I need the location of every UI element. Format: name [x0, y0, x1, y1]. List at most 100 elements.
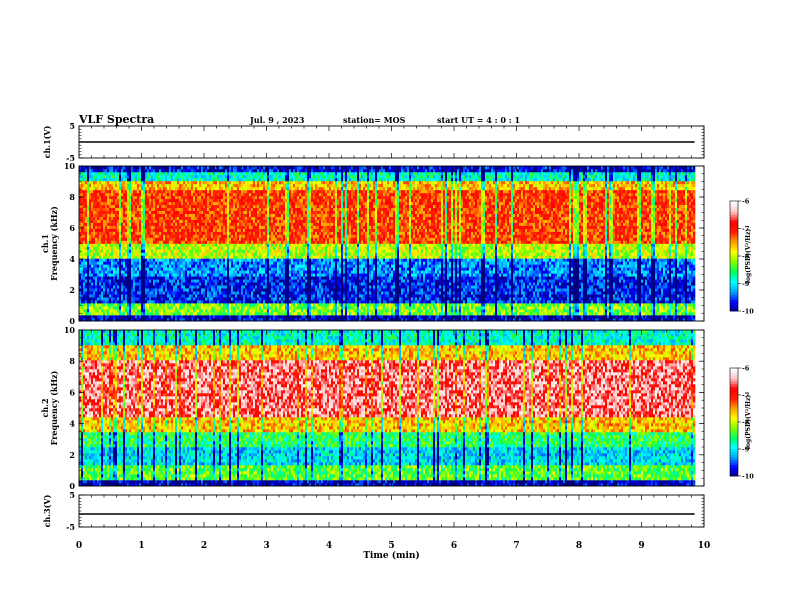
- spectrogram-cell: [133, 169, 135, 172]
- spectrogram-cell: [89, 178, 91, 181]
- spectrogram-cell: [89, 267, 91, 270]
- spectrogram-cell: [105, 312, 107, 315]
- spectrogram-cell: [107, 273, 109, 276]
- spectrogram-cell: [83, 306, 85, 309]
- spectrogram-cell: [109, 226, 111, 229]
- spectrogram-cell: [127, 300, 129, 303]
- spectrogram-cell: [121, 291, 123, 294]
- spectrogram-cell: [121, 246, 123, 249]
- spectrogram-cell: [89, 252, 91, 255]
- spectrogram-cell: [107, 235, 109, 238]
- spectrogram-cell: [99, 184, 101, 187]
- spectrogram-cell: [101, 217, 103, 220]
- spectrogram-cell: [107, 312, 109, 315]
- spectrogram-cell: [131, 270, 133, 273]
- spectrogram-cell: [119, 252, 121, 255]
- spectrogram-cell: [109, 312, 111, 315]
- spectrogram-cell: [97, 190, 99, 193]
- spectrogram-cell: [137, 276, 139, 279]
- spectrogram-cell: [119, 184, 121, 187]
- spectrogram-cell: [113, 246, 115, 249]
- spectrogram-cell: [109, 244, 111, 247]
- spectrogram-cell: [91, 312, 93, 315]
- spectrogram-cell: [115, 297, 117, 300]
- spectrogram-cell: [85, 229, 87, 232]
- spectrogram-cell: [83, 190, 85, 193]
- spectrogram-cell: [101, 300, 103, 303]
- spectrogram-cell: [91, 291, 93, 294]
- spectrogram-cell: [131, 264, 133, 267]
- spectrogram-cell: [111, 282, 113, 285]
- spectrogram-cell: [87, 285, 89, 288]
- spectrogram-cell: [95, 208, 97, 211]
- spectrogram-cell: [101, 291, 103, 294]
- spectrogram-cell: [99, 193, 101, 196]
- spectrogram-cell: [89, 315, 91, 318]
- spectrogram-cell: [133, 246, 135, 249]
- spectrogram-cell: [87, 270, 89, 273]
- spectrogram-cell: [127, 315, 129, 318]
- spectrogram-cell: [113, 214, 115, 217]
- spectrogram-cell: [129, 232, 131, 235]
- spectrogram-cell: [111, 187, 113, 190]
- spectrogram-cell: [133, 309, 135, 312]
- spectrogram-cell: [109, 208, 111, 211]
- spectrogram-cell: [117, 258, 119, 261]
- spectrogram-cell: [121, 175, 123, 178]
- spectrogram-cell: [101, 172, 103, 175]
- spectrogram-cell: [89, 238, 91, 241]
- spectrogram-cell: [101, 249, 103, 252]
- spectrogram-cell: [103, 193, 105, 196]
- spectrogram-cell: [105, 223, 107, 226]
- spectrogram-cell: [117, 261, 119, 264]
- spectrogram-cell: [95, 261, 97, 264]
- spectrogram-cell: [121, 184, 123, 187]
- spectrogram-cell: [89, 270, 91, 273]
- spectrogram-cell: [85, 285, 87, 288]
- spectrogram-cell: [85, 169, 87, 172]
- spectrogram-cell: [99, 217, 101, 220]
- spectrogram-cell: [121, 205, 123, 208]
- spectrogram-cell: [101, 306, 103, 309]
- spectrogram-cell: [125, 220, 127, 223]
- spectrogram-cell: [81, 226, 83, 229]
- spectrogram-cell: [87, 312, 89, 315]
- spectrogram-cell: [133, 238, 135, 241]
- spectrogram-cell: [95, 246, 97, 249]
- spectrogram-cell: [105, 244, 107, 247]
- spectrogram-cell: [83, 285, 85, 288]
- spectrogram-cell: [121, 196, 123, 199]
- spectrogram-cell: [105, 175, 107, 178]
- y-tick-label: 5: [69, 121, 75, 131]
- spectrogram-cell: [115, 223, 117, 226]
- spectrogram-cell: [115, 312, 117, 315]
- spectrogram-cell: [127, 273, 129, 276]
- spectrogram-cell: [109, 273, 111, 276]
- spectrogram-cell: [125, 297, 127, 300]
- spectrogram-cell: [113, 306, 115, 309]
- spectrogram-cell: [103, 306, 105, 309]
- spectrogram-cell: [93, 300, 95, 303]
- spectrogram-cell: [109, 241, 111, 244]
- spectrogram-cell: [85, 241, 87, 244]
- spectrogram-cell: [131, 252, 133, 255]
- spectrogram-cell: [113, 193, 115, 196]
- spectrogram-cell: [129, 270, 131, 273]
- spectrogram-cell: [85, 238, 87, 241]
- spectrogram-cell: [129, 264, 131, 267]
- spectrogram-cell: [137, 297, 139, 300]
- spectrogram-cell: [87, 226, 89, 229]
- spectrogram-cell: [111, 309, 113, 312]
- spectrogram-cell: [123, 178, 125, 181]
- spectrogram-cell: [89, 232, 91, 235]
- spectrogram-cell: [125, 175, 127, 178]
- spectrogram-cell: [123, 282, 125, 285]
- spectrogram-cell: [107, 208, 109, 211]
- spectrogram-cell: [89, 244, 91, 247]
- spectrogram-cell: [113, 205, 115, 208]
- spectrogram-cell: [117, 312, 119, 315]
- spectrogram-cell: [125, 285, 127, 288]
- spectrogram-cell: [101, 181, 103, 184]
- spectrogram-cell: [135, 285, 137, 288]
- spectrogram-cell: [133, 223, 135, 226]
